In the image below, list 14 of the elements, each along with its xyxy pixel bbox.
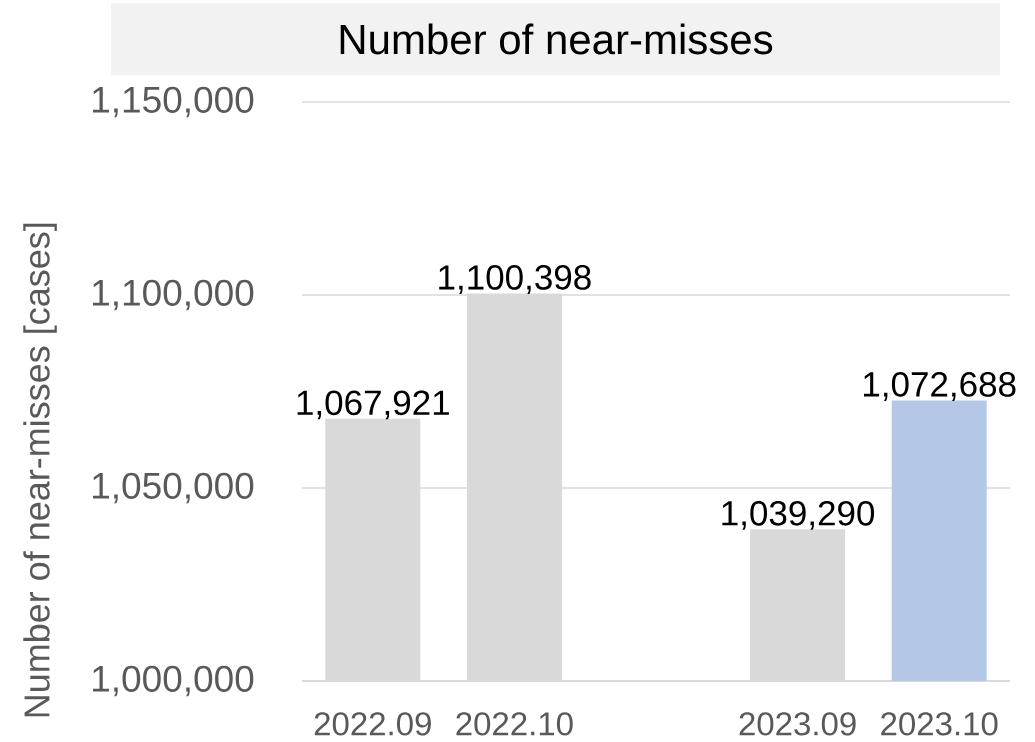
y-axis-title: Number of near-misses [cases]	[23, 223, 57, 717]
chart-title: Number of near-misses	[340, 23, 773, 55]
x-tick-label: 2023.10	[881, 712, 998, 736]
data-label: 1,072,688	[864, 371, 1016, 401]
y-tick-label: 1,150,000	[93, 86, 254, 118]
y-tick-label: 1,000,000	[93, 665, 254, 697]
data-label: 1,067,921	[297, 390, 449, 420]
y-tick-label: 1,100,000	[93, 279, 254, 311]
x-tick-label: 2022.10	[456, 712, 573, 736]
data-label: 1,100,398	[439, 265, 591, 294]
data-label: 1,039,290	[722, 500, 875, 530]
x-tick-label: 2022.09	[314, 712, 431, 736]
x-tick-label: 2023.09	[739, 712, 856, 736]
y-tick-label: 1,050,000	[93, 472, 254, 504]
